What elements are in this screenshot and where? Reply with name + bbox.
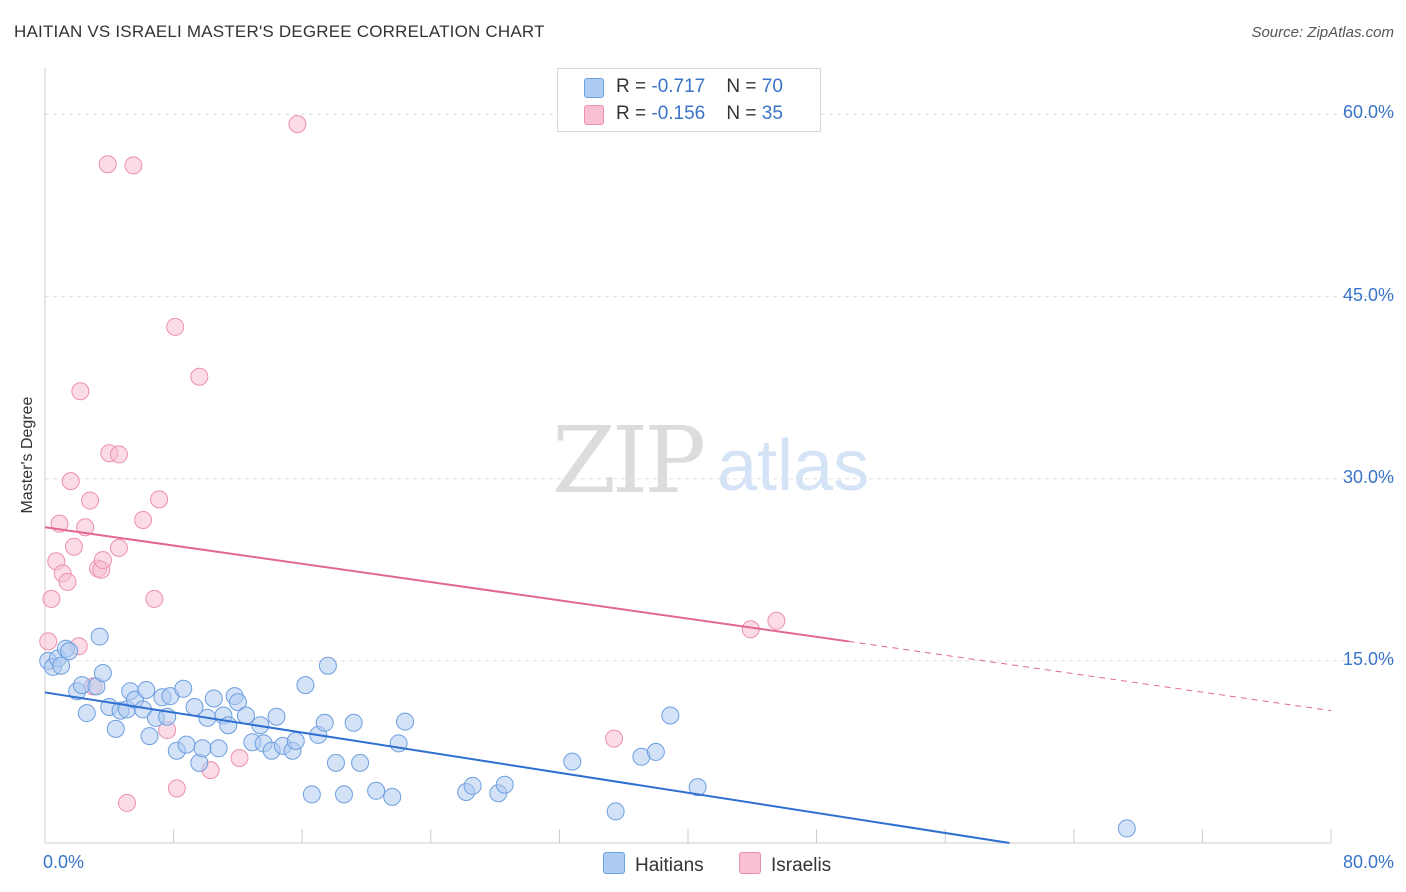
data-point-haitians	[204, 689, 223, 708]
data-point-israelis	[117, 793, 136, 812]
y-tick-label: 30.0%	[1342, 466, 1394, 487]
data-point-haitians	[396, 712, 415, 731]
bottom-legend-swatch-pink	[739, 852, 761, 874]
data-point-haitians	[60, 642, 79, 661]
axes	[44, 68, 1332, 844]
y-tick-label: 45.0%	[1342, 284, 1394, 305]
bottom-legend-label-haitians: Haitians	[635, 855, 704, 876]
data-point-haitians	[190, 753, 209, 772]
data-point-haitians	[326, 753, 345, 772]
data-point-haitians	[646, 742, 665, 761]
bottom-legend-israelis: Israelis	[739, 852, 831, 877]
data-point-israelis	[288, 115, 307, 134]
data-point-israelis	[230, 749, 249, 767]
watermark-atlas: atlas	[717, 426, 869, 506]
data-point-haitians	[296, 676, 315, 695]
legend-n-label: N =	[726, 76, 762, 97]
data-point-israelis	[190, 367, 209, 386]
legend-r-label: R =	[616, 103, 652, 124]
data-point-haitians	[315, 713, 334, 732]
data-point-haitians	[267, 707, 286, 726]
data-point-haitians	[344, 713, 363, 732]
data-point-haitians	[236, 706, 255, 725]
data-point-israelis	[42, 589, 61, 608]
data-point-israelis	[145, 589, 164, 608]
legend-r-value: -0.156	[651, 103, 706, 124]
bottom-legend-haitians: Haitians	[603, 852, 704, 877]
legend-swatch-pink	[584, 105, 604, 125]
source-label: Source: ZipAtlas.com	[1251, 24, 1394, 41]
data-point-israelis	[124, 156, 143, 175]
watermark: ZIP atlas	[552, 407, 869, 514]
legend-n-value: 35	[761, 103, 783, 124]
trend-line-israelis	[44, 526, 849, 643]
watermark-zip: ZIP	[552, 407, 703, 514]
data-point-haitians	[90, 627, 109, 646]
trend-line-haitians	[44, 691, 1010, 844]
data-point-haitians	[106, 719, 125, 738]
legend-n-label: N =	[726, 103, 762, 124]
data-point-haitians	[193, 739, 212, 758]
series-israelis	[39, 115, 786, 812]
data-point-israelis	[109, 445, 128, 464]
legend-n-value: 70	[761, 76, 783, 97]
data-point-haitians	[334, 785, 353, 804]
legend-r-label: R =	[616, 76, 652, 97]
data-point-israelis	[150, 490, 169, 509]
data-point-haitians	[351, 753, 370, 772]
legend-r-value: -0.717	[651, 76, 706, 97]
data-point-israelis	[61, 472, 80, 491]
y-axis-label: Master's Degree	[19, 396, 36, 514]
data-point-israelis	[39, 632, 58, 651]
data-point-haitians	[688, 778, 707, 797]
data-point-haitians	[77, 704, 96, 723]
data-point-israelis	[98, 155, 117, 174]
data-point-haitians	[137, 681, 156, 699]
data-point-haitians	[661, 706, 680, 725]
trend-line-israelis-extrapolated	[848, 640, 1332, 712]
data-point-haitians	[495, 775, 514, 794]
data-point-israelis	[58, 572, 77, 591]
data-point-israelis	[767, 611, 786, 630]
data-point-haitians	[383, 787, 402, 806]
series-haitians	[39, 627, 1136, 838]
x-tick-label-min: 0.0%	[43, 852, 85, 872]
data-point-israelis	[64, 537, 83, 556]
data-point-haitians	[463, 776, 482, 795]
data-point-haitians	[93, 664, 112, 682]
data-point-haitians	[52, 656, 71, 675]
data-point-haitians	[563, 752, 582, 771]
data-point-israelis	[81, 491, 100, 510]
data-point-haitians	[174, 679, 193, 698]
data-point-israelis	[605, 729, 624, 748]
data-point-israelis	[93, 551, 112, 570]
data-point-haitians	[318, 656, 337, 675]
chart-title: HAITIAN VS ISRAELI MASTER'S DEGREE CORRE…	[14, 22, 545, 41]
data-point-haitians	[367, 781, 386, 800]
y-tick-label: 15.0%	[1342, 648, 1394, 669]
data-point-haitians	[302, 785, 321, 804]
data-point-israelis	[109, 538, 128, 557]
data-point-haitians	[228, 693, 247, 712]
data-point-haitians	[209, 739, 228, 758]
data-point-haitians	[177, 735, 196, 754]
data-point-israelis	[167, 779, 186, 798]
data-point-israelis	[166, 317, 185, 336]
x-tick-label-max: 80.0%	[1342, 852, 1394, 872]
data-point-haitians	[1117, 819, 1136, 838]
data-point-israelis	[71, 382, 90, 401]
legend-swatch-blue	[584, 78, 604, 98]
data-point-haitians	[286, 732, 305, 750]
data-point-haitians	[140, 727, 159, 746]
data-point-haitians	[606, 802, 625, 821]
bottom-legend-swatch-blue	[603, 852, 625, 874]
bottom-legend-label-israelis: Israelis	[771, 855, 832, 876]
stats-legend: R = -0.717 N = 70 R = -0.156 N = 35	[557, 68, 821, 132]
data-point-israelis	[134, 511, 153, 529]
trend-lines	[44, 526, 1332, 844]
y-tick-label: 60.0%	[1342, 102, 1394, 123]
grid-lines	[45, 113, 1393, 662]
